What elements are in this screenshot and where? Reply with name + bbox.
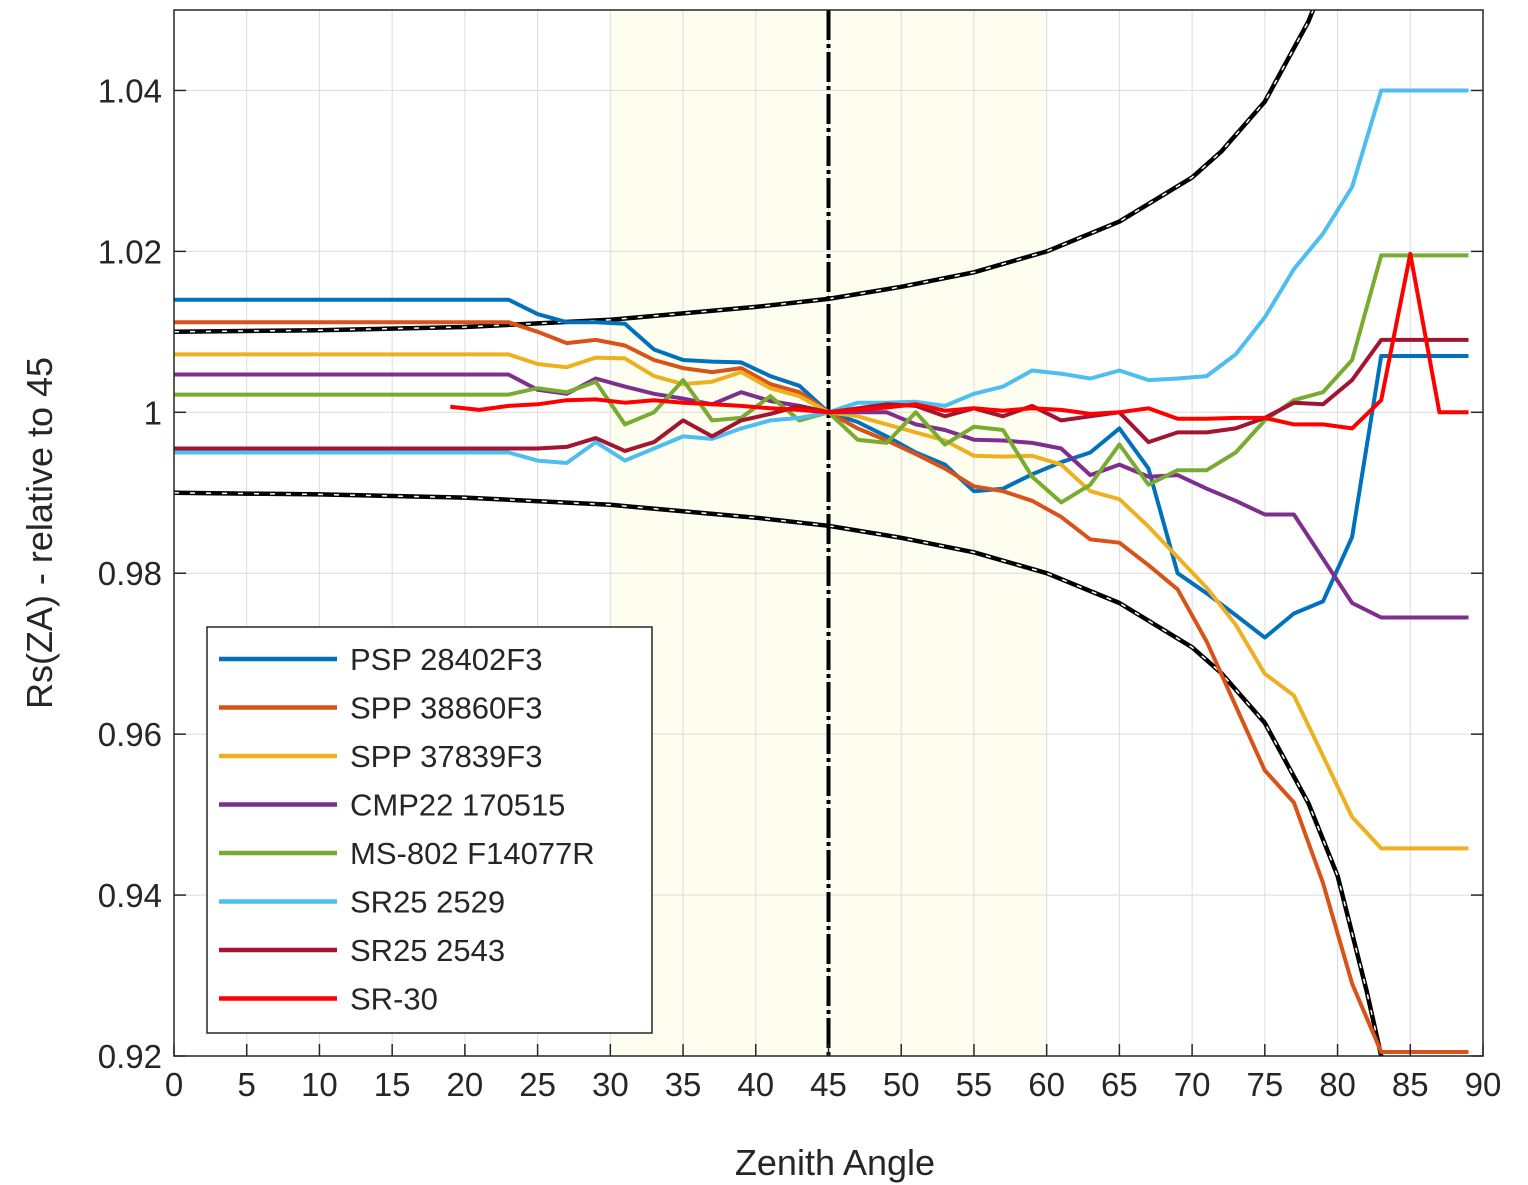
x-tick-label: 50 (883, 1066, 920, 1103)
x-tick-label: 80 (1319, 1066, 1356, 1103)
y-tick-label: 1.04 (98, 72, 162, 109)
series-line-ms-802-f14077r (174, 253, 1469, 505)
series-line-psp-28402f3 (174, 297, 1469, 640)
x-tick-label: 20 (447, 1066, 484, 1103)
series-line-sr25-2529 (174, 88, 1469, 465)
x-tick-label: 5 (238, 1066, 256, 1103)
x-tick-label: 70 (1174, 1066, 1211, 1103)
bound-curve-dash (174, 492, 1382, 1056)
series-lines (174, 88, 1469, 1054)
x-tick-label: 35 (665, 1066, 702, 1103)
y-axis-label: Rs(ZA) - relative to 45 (19, 357, 60, 709)
x-tick-label: 40 (737, 1066, 774, 1103)
x-tick-label: 45 (810, 1066, 847, 1103)
x-tick-label: 30 (592, 1066, 629, 1103)
x-tick-label: 15 (374, 1066, 411, 1103)
y-tick-label: 0.92 (98, 1038, 162, 1075)
x-tick-label: 10 (301, 1066, 338, 1103)
legend-label: SPP 38860F3 (350, 691, 542, 726)
y-tick-label: 0.98 (98, 555, 162, 592)
y-tick-label: 0.94 (98, 877, 162, 914)
legend-label: SPP 37839F3 (350, 739, 542, 774)
x-tick-label: 75 (1246, 1066, 1283, 1103)
x-tick-label: 65 (1101, 1066, 1138, 1103)
x-tick-label: 85 (1392, 1066, 1429, 1103)
series-line-sr25-2543 (174, 337, 1469, 453)
x-tick-label: 25 (519, 1066, 556, 1103)
x-axis-label: Zenith Angle (735, 1142, 935, 1183)
legend-label: SR-30 (350, 982, 438, 1017)
legend-label: SR25 2543 (350, 933, 505, 968)
series-line-sr-30 (450, 251, 1469, 431)
y-tick-label: 1.02 (98, 233, 162, 270)
legend-label: MS-802 F14077R (350, 836, 595, 871)
x-tick-label: 60 (1028, 1066, 1065, 1103)
legend: PSP 28402F3 SPP 38860F3 SPP 37839F3 CMP22 1… (206, 626, 653, 1034)
legend-label: PSP 28402F3 (350, 642, 542, 677)
x-tick-label: 90 (1465, 1066, 1502, 1103)
series-line-spp-38860f3 (174, 320, 1469, 1054)
x-tick-label: 0 (165, 1066, 183, 1103)
bound-curve-dash (174, 10, 1314, 333)
legend-box (206, 626, 653, 1034)
y-tick-label: 1 (144, 394, 162, 431)
series-line-spp-37839f3 (174, 352, 1469, 851)
x-tick-label: 55 (956, 1066, 993, 1103)
legend-label: CMP22 170515 (350, 788, 565, 823)
y-axis-ticks: 0.92 0.94 0.96 0.98 1 1.02 1.04 (98, 72, 1483, 1075)
legend-label: SR25 2529 (350, 885, 505, 920)
y-tick-label: 0.96 (98, 716, 162, 753)
series-line-cmp22-170515 (174, 372, 1469, 620)
bound-curves (174, 10, 1384, 1056)
x-axis-ticks: 0 5 10 15 20 25 30 35 40 45 50 55 60 65 70 75 80 85 90 (165, 1044, 1502, 1103)
